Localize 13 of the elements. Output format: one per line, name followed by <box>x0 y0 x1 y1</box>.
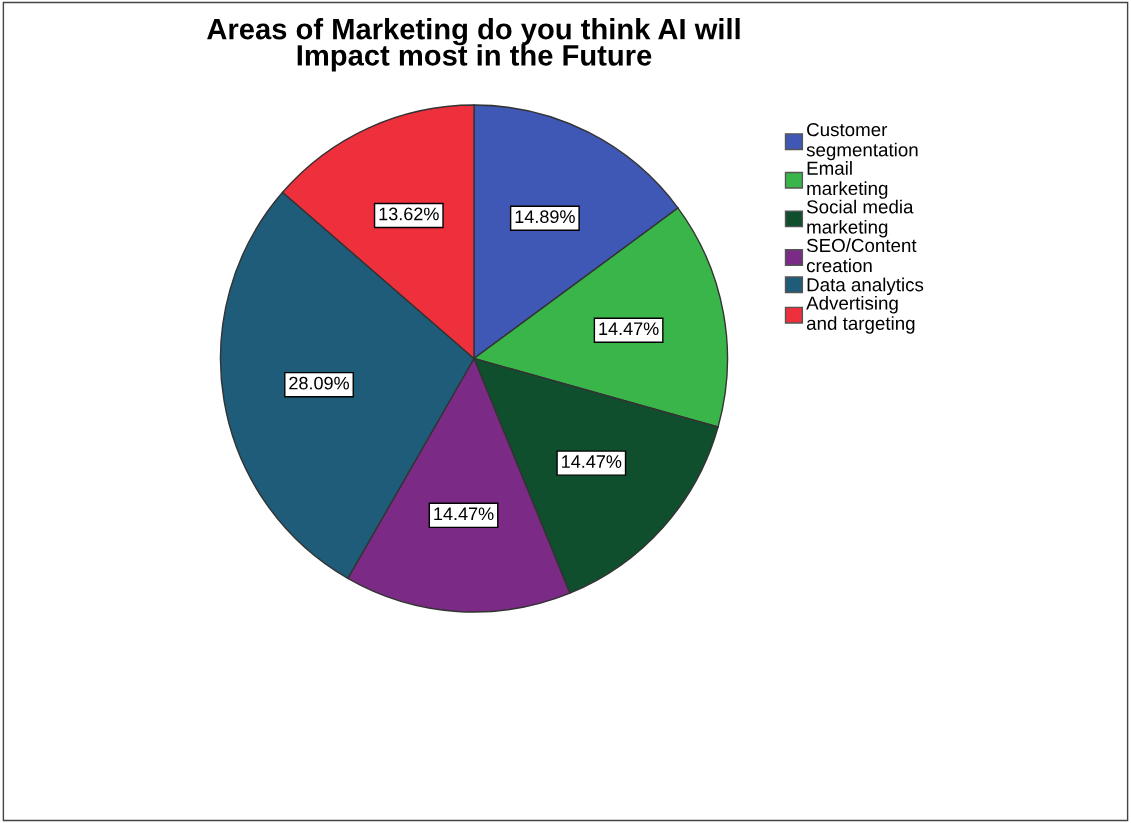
data-label: 14.47% <box>562 455 622 468</box>
data-label: 28.09% <box>289 376 349 390</box>
legend-label: Social media marketing <box>806 199 914 238</box>
data-label: 13.62% <box>379 207 439 221</box>
legend-label: SEO/Content creation <box>806 238 917 273</box>
legend-label: Data analytics <box>807 277 924 296</box>
data-label: 14.47% <box>434 507 494 521</box>
legend-label: Email marketing <box>807 161 888 199</box>
data-label: 14.89% <box>515 210 575 224</box>
chart-title: Areas of Marketing do you think AI will Impact most in the Future <box>207 18 740 72</box>
data-label: 14.47% <box>599 322 659 336</box>
legend-label: Advertising and targeting <box>806 296 915 334</box>
legend-label: Customer segmentation <box>806 123 918 161</box>
